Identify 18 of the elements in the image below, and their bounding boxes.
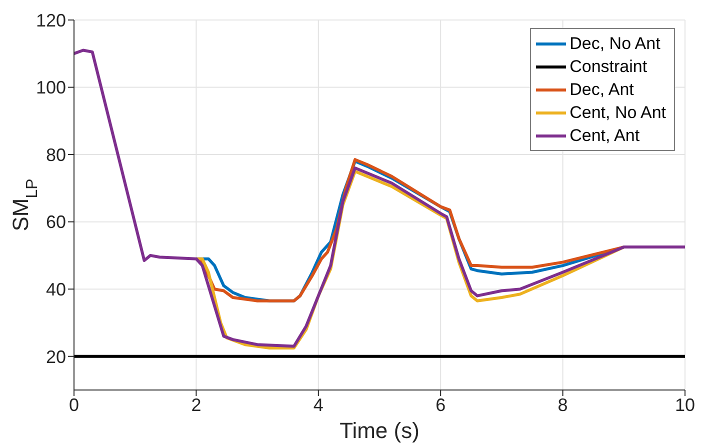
y-tick-label: 20 — [46, 346, 66, 367]
x-tick-label: 10 — [674, 394, 696, 415]
legend-label: Constraint — [570, 56, 648, 78]
x-tick-label: 8 — [558, 394, 568, 415]
legend-label: Cent, Ant — [570, 125, 640, 147]
y-tick-label: 40 — [46, 279, 66, 300]
x-tick-label: 6 — [436, 394, 446, 415]
legend-label: Dec, No Ant — [570, 33, 660, 55]
y-tick-label: 60 — [46, 212, 66, 232]
x-tick-label: 0 — [68, 394, 80, 415]
x-tick-label: 4 — [313, 394, 324, 415]
x-tick-label: 2 — [191, 394, 202, 415]
legend-label: Dec, Ant — [570, 79, 634, 101]
x-axis-title: Time (s) — [340, 418, 420, 443]
y-tick-label: 120 — [36, 10, 66, 30]
y-tick-label: 100 — [36, 78, 66, 98]
y-tick-label: 80 — [46, 144, 66, 165]
legend-label: Cent, No Ant — [570, 102, 666, 124]
